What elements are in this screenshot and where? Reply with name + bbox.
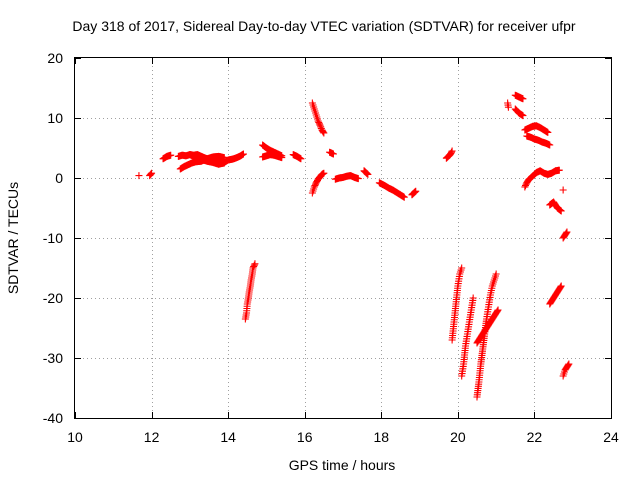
data-point [519,112,527,120]
x-tick-label: 16 [297,429,313,445]
grid [75,58,611,418]
data-point [319,128,327,136]
data-point [458,264,466,272]
data-point [146,171,154,179]
data-point [493,307,501,315]
data-point [504,103,512,111]
x-tick-label: 24 [603,429,619,445]
data-points [135,91,573,401]
data-point [557,282,565,290]
data-point [557,207,565,215]
data-point [559,186,567,194]
data-point [329,150,337,158]
data-point [363,170,371,178]
data-point [565,360,573,368]
data-point [555,166,563,174]
plot-frame [74,57,612,419]
data-point [447,148,455,156]
data-point [148,169,156,177]
data-point [546,141,554,149]
data-point [492,270,500,278]
data-point [317,123,325,131]
y-tick-label: -10 [43,230,63,246]
x-tick-labels: 10 12 14 16 18 20 22 24 [67,429,619,445]
y-tick-label: -30 [43,350,63,366]
x-axis-label: GPS time / hours [289,457,396,473]
x-tick-label: 14 [220,429,236,445]
y-tick-label: 20 [47,50,63,66]
data-point [494,306,502,314]
data-point [562,229,570,237]
y-tick-label: 10 [47,110,63,126]
chart-title: Day 318 of 2017, Sidereal Day-to-day VTE… [72,18,576,34]
data-point [320,169,328,177]
data-point [411,188,419,196]
x-tick-label: 18 [373,429,389,445]
y-tick-label: 0 [55,170,63,186]
data-point [220,159,228,167]
data-point [315,120,323,128]
data-point [320,129,328,137]
x-tick-label: 12 [144,429,160,445]
data-point [412,187,420,195]
x-tick-label: 10 [67,429,83,445]
data-point [135,172,143,180]
data-point [147,170,155,178]
x-tick-label: 20 [450,429,466,445]
data-point [557,283,565,291]
data-point [563,228,571,236]
data-point [364,170,372,178]
y-axis-label: SDTVAR / TECUs [5,182,21,294]
data-point [410,188,418,196]
x-tick-label: 22 [527,429,543,445]
data-point [297,155,305,163]
data-point [250,261,258,269]
data-point [363,169,371,177]
axis-ticks [75,58,612,419]
data-point [251,260,259,268]
data-point [239,150,247,158]
y-tick-labels: -40 -30 -20 -10 0 10 20 [43,50,63,426]
data-point [354,175,362,183]
data-point [167,151,175,159]
data-point [564,361,572,369]
data-point [544,128,552,136]
data-point [519,95,527,103]
data-point [316,121,324,129]
y-tick-label: -20 [43,290,63,306]
data-point [278,154,286,162]
data-point [400,193,408,201]
data-point [469,294,477,302]
data-point [448,147,456,155]
y-tick-label: -40 [43,410,63,426]
